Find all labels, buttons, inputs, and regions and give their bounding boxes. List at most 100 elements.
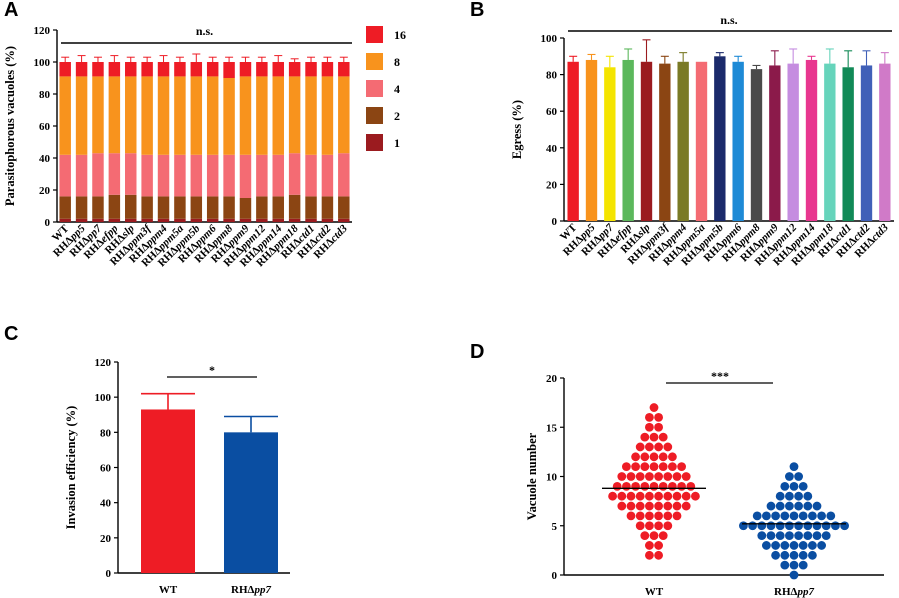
y-tick-label: 80	[100, 427, 112, 439]
y-tick-label: 20	[100, 533, 112, 545]
data-point	[775, 531, 785, 540]
bar-segment-2	[190, 196, 203, 219]
bar-segment-1	[321, 218, 334, 222]
data-point	[794, 531, 803, 540]
data-point	[789, 511, 799, 521]
bar-segment-8	[206, 76, 219, 155]
data-point	[691, 491, 700, 501]
bar-segment-4	[206, 154, 219, 197]
data-point	[640, 531, 650, 540]
data-point	[626, 491, 636, 501]
data-point	[803, 501, 813, 511]
bar-segment-4	[157, 154, 170, 197]
data-point	[785, 531, 794, 540]
bar	[787, 63, 799, 222]
data-point	[663, 511, 673, 521]
data-point	[785, 491, 794, 501]
bar-segment-1	[206, 218, 219, 222]
data-point	[677, 462, 686, 472]
y-tick-label: 60	[100, 463, 112, 475]
panel-letter-a: A	[4, 0, 18, 21]
data-point	[658, 452, 668, 462]
chart-a-stacked-bars: 0 20 40 60 80 100 120 Parasitophorous vacuoles …	[3, 24, 406, 269]
data-point	[821, 521, 831, 531]
data-point	[775, 491, 785, 501]
bar-segment-4	[321, 154, 334, 197]
bar-segment-2	[92, 196, 104, 219]
data-point	[635, 511, 645, 521]
bar-segment-1	[141, 218, 153, 222]
data-point	[645, 472, 654, 481]
data-point	[658, 432, 668, 442]
bar-segment-2	[338, 196, 350, 219]
data-point	[766, 521, 776, 531]
y-tick-label: 40	[546, 143, 558, 155]
y-tick-label: 120	[34, 25, 51, 37]
bar-segment-8	[174, 76, 186, 155]
data-point	[771, 541, 780, 550]
bar-segment-4	[75, 154, 88, 197]
bar-segment-2	[256, 196, 268, 219]
panel-letter-c: C	[4, 323, 18, 345]
bar-segment-2	[305, 196, 317, 219]
bar-segment-4	[272, 154, 284, 197]
data-point	[668, 452, 677, 462]
y-axis-title: Parasitophorous vacuoles (%)	[3, 46, 17, 206]
data-point	[794, 472, 803, 481]
data-point	[645, 442, 654, 452]
bar-segment-1	[288, 218, 301, 222]
data-point	[766, 501, 776, 511]
data-point	[812, 521, 822, 531]
bar	[805, 59, 818, 222]
bar-segment-8	[256, 76, 268, 155]
data-point	[649, 531, 659, 540]
data-point	[658, 462, 668, 472]
data-point	[817, 511, 826, 521]
data-point	[794, 521, 803, 531]
bar-segment-1	[92, 218, 104, 222]
data-point	[757, 521, 767, 531]
bar-segment-8	[125, 76, 137, 154]
data-point	[780, 511, 790, 521]
bar-segment-4	[338, 153, 350, 197]
data-point	[658, 481, 668, 491]
data-point	[640, 432, 650, 442]
y-axis-title: Vacuole number	[525, 432, 539, 520]
chart-d-vacuole-scatter: 0 5 10 15 20 Vacuole number WT RHΔpp7 ***	[525, 369, 884, 598]
y-tick-label: 60	[546, 106, 558, 118]
data-point	[798, 550, 808, 560]
bar-segment-4	[125, 153, 137, 195]
bar-segment-4	[256, 154, 268, 197]
data-point	[645, 413, 654, 422]
bar-segment-16	[92, 62, 104, 77]
bar-segment-16	[157, 62, 170, 77]
bar-segment-2	[75, 196, 88, 219]
data-point	[771, 550, 780, 560]
y-tick-label: 0	[106, 568, 112, 580]
bar-segment-2	[288, 194, 301, 219]
y-tick-label: 100	[541, 33, 558, 45]
data-point	[658, 531, 668, 540]
data-point	[654, 491, 663, 501]
data-point	[654, 550, 663, 560]
y-tick-label: 120	[95, 357, 112, 369]
data-point	[635, 442, 645, 452]
bar	[604, 67, 616, 221]
bar	[842, 67, 854, 221]
x-category-label: RHΔpp7	[231, 584, 271, 596]
data-point	[654, 541, 663, 550]
data-point	[789, 481, 799, 491]
bar-segment-2	[125, 194, 137, 219]
legend-swatch	[366, 53, 383, 70]
bar-segment-8	[108, 76, 121, 154]
data-point	[681, 501, 691, 511]
bar-segment-16	[174, 62, 186, 77]
bar-segment-8	[59, 76, 71, 155]
data-point	[780, 560, 790, 570]
bar-segment-16	[305, 62, 317, 77]
data-point	[780, 481, 790, 491]
y-tick-label: 20	[39, 185, 51, 197]
significance-label: n.s.	[720, 13, 737, 27]
data-point	[748, 521, 757, 531]
y-axis-title: Invasion efficiency (%)	[64, 406, 78, 530]
